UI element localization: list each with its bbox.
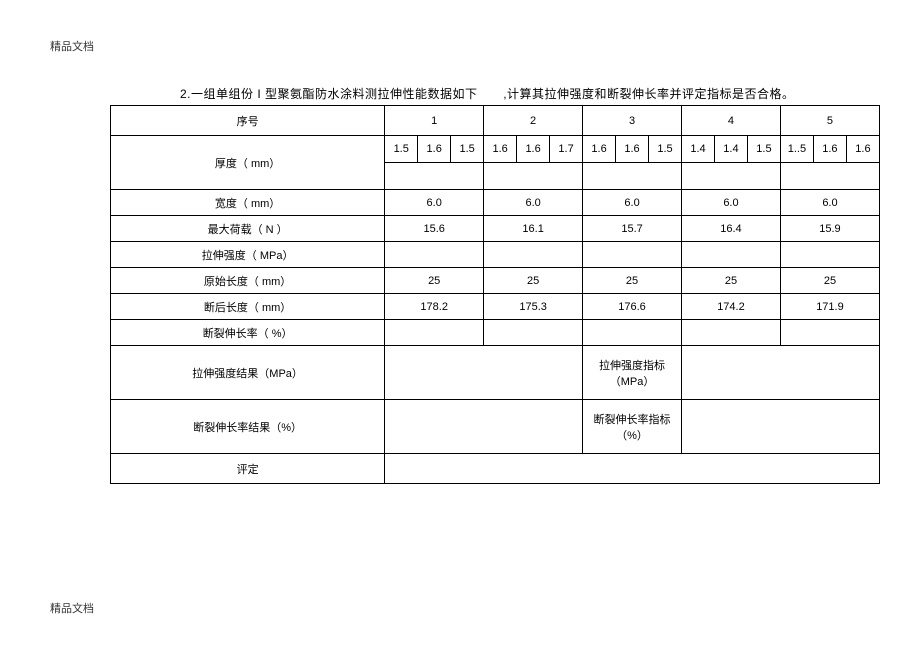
maxload-cell: 15.6 [385,216,484,242]
empty-cell [682,242,781,268]
title-suffix: ,计算其拉伸强度和断裂伸长率并评定指标是否合格。 [503,87,794,101]
empty-cell [780,320,879,346]
table-row: 拉伸强度结果（MPa） 拉伸强度指标 （MPa） [111,346,880,400]
empty-cell [682,320,781,346]
thick-cell: 1.4 [714,136,747,163]
judge-label: 评定 [111,454,385,484]
thick-empty [583,163,682,190]
breaklen-cell: 178.2 [385,294,484,320]
thick-cell: 1.6 [484,136,517,163]
maxload-cell: 15.7 [583,216,682,242]
tensile-result-label: 拉伸强度结果（MPa） [111,346,385,400]
empty-cell [583,320,682,346]
maxload-cell: 16.4 [682,216,781,242]
table-row: 评定 [111,454,880,484]
empty-cell [583,242,682,268]
maxload-cell: 15.9 [780,216,879,242]
width-cell: 6.0 [780,190,879,216]
breaklen-cell: 171.9 [780,294,879,320]
seq-5: 5 [780,106,879,136]
maxload-label: 最大荷载（ N ） [111,216,385,242]
thickness-label: 厚度（ mm） [111,136,385,190]
table-row: 原始长度（ mm） 25 25 25 25 25 [111,268,880,294]
table-row: 断后长度（ mm） 178.2 175.3 176.6 174.2 171.9 [111,294,880,320]
thick-cell: 1.5 [747,136,780,163]
table-row: 厚度（ mm） 1.5 1.6 1.5 1.6 1.6 1.7 1.6 1.6 … [111,136,880,163]
elong-label: 断裂伸长率（ %） [111,320,385,346]
origlen-cell: 25 [583,268,682,294]
thick-cell: 1.6 [418,136,451,163]
tensile-result-cell [385,346,583,400]
judge-cell [385,454,880,484]
watermark-top: 精品文档 [50,38,94,54]
width-cell: 6.0 [385,190,484,216]
thick-empty [484,163,583,190]
seq-3: 3 [583,106,682,136]
origlen-cell: 25 [484,268,583,294]
breaklen-cell: 175.3 [484,294,583,320]
table-row: 最大荷载（ N ） 15.6 16.1 15.7 16.4 15.9 [111,216,880,242]
elong-result-label: 断裂伸长率结果（%） [111,400,385,454]
tensile-indicator-cell [682,346,880,400]
width-cell: 6.0 [682,190,781,216]
table-row: 断裂伸长率（ %） [111,320,880,346]
seq-1: 1 [385,106,484,136]
thick-empty [385,163,484,190]
thick-cell: 1.5 [648,136,681,163]
empty-cell [484,242,583,268]
maxload-cell: 16.1 [484,216,583,242]
seq-4: 4 [682,106,781,136]
origlen-cell: 25 [385,268,484,294]
thick-cell: 1.6 [583,136,616,163]
elong-indicator-label: 断裂伸长率指标 （%） [583,400,682,454]
elong-indicator-cell [682,400,880,454]
thick-empty [780,163,879,190]
thick-cell: 1.6 [616,136,649,163]
thick-cell: 1.5 [385,136,418,163]
empty-cell [780,242,879,268]
breaklen-cell: 176.6 [583,294,682,320]
table-row: 宽度（ mm） 6.0 6.0 6.0 6.0 6.0 [111,190,880,216]
table-row: 序号 1 2 3 4 5 [111,106,880,136]
table-row: 断裂伸长率结果（%） 断裂伸长率指标 （%） [111,400,880,454]
empty-cell [385,320,484,346]
thick-cell: 1.6 [813,136,846,163]
width-label: 宽度（ mm） [111,190,385,216]
seq-label: 序号 [111,106,385,136]
tensile-indicator-label: 拉伸强度指标 （MPa） [583,346,682,400]
watermark-bottom: 精品文档 [50,600,94,616]
title-prefix: 2.一组单组份 I 型聚氨酯防水涂料测拉伸性能数据如下 [180,87,478,101]
thick-cell: 1.7 [550,136,583,163]
origlen-cell: 25 [780,268,879,294]
data-table: 序号 1 2 3 4 5 厚度（ mm） 1.5 1.6 1.5 1.6 1.6… [110,105,880,484]
thick-cell: 1..5 [780,136,813,163]
thick-cell: 1.4 [682,136,715,163]
width-cell: 6.0 [583,190,682,216]
breaklen-label: 断后长度（ mm） [111,294,385,320]
elong-result-cell [385,400,583,454]
tensile-label: 拉伸强度（ MPa） [111,242,385,268]
origlen-label: 原始长度（ mm） [111,268,385,294]
thick-cell: 1.6 [517,136,550,163]
seq-2: 2 [484,106,583,136]
thick-cell: 1.6 [846,136,879,163]
origlen-cell: 25 [682,268,781,294]
table-row: 拉伸强度（ MPa） [111,242,880,268]
thick-empty [682,163,781,190]
empty-cell [385,242,484,268]
thick-cell: 1.5 [451,136,484,163]
empty-cell [484,320,583,346]
page-title: 2.一组单组份 I 型聚氨酯防水涂料测拉伸性能数据如下 ,计算其拉伸强度和断裂伸… [180,85,795,102]
width-cell: 6.0 [484,190,583,216]
breaklen-cell: 174.2 [682,294,781,320]
